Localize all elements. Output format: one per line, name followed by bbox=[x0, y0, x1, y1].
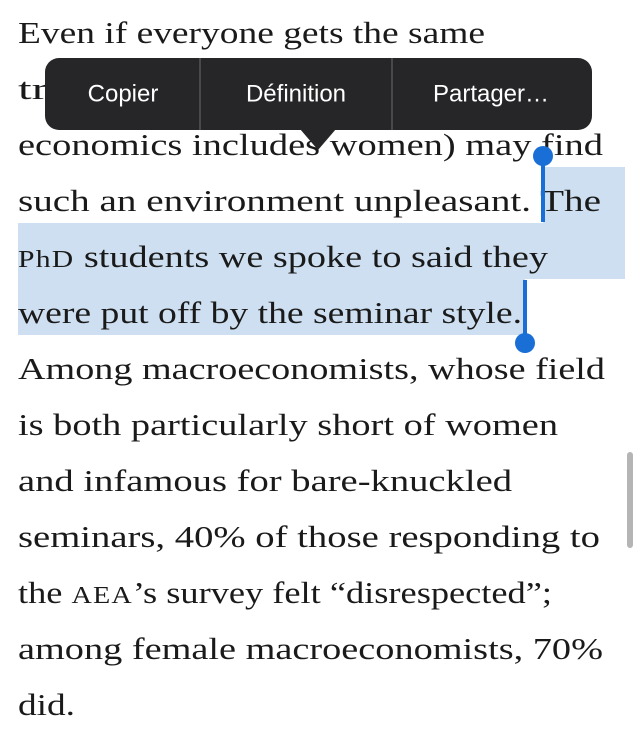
text-line: the AEA’s survey felt “disrespected”; bbox=[18, 575, 552, 610]
text-selection bbox=[18, 167, 625, 335]
text-line: seminars, 40% of those responding to bbox=[18, 519, 600, 554]
selection-start-bar[interactable] bbox=[541, 160, 545, 222]
selection-highlight bbox=[18, 223, 625, 279]
text-line: among female macroeconomists, 70% bbox=[18, 631, 603, 666]
text-line: did. bbox=[18, 687, 75, 722]
text-run: ’s survey felt “disrespected”; bbox=[133, 575, 552, 610]
text-line: tr bbox=[18, 71, 49, 106]
text-run: and infamous for bare-knuckled bbox=[18, 463, 513, 498]
text-line: were put off by the seminar style. bbox=[18, 295, 522, 330]
small-caps-text: PhD bbox=[18, 247, 74, 273]
text-run: among female macroeconomists, 70% bbox=[18, 631, 603, 666]
menu-item[interactable]: Copier bbox=[88, 80, 159, 107]
text-line: Among macroeconomists, whose field bbox=[18, 351, 606, 386]
menu-item[interactable]: Définition bbox=[246, 80, 346, 107]
text-run: is both particularly short of women bbox=[18, 407, 559, 442]
article-text: Even if everyone gets the sametreconomic… bbox=[18, 15, 606, 722]
text-line: is both particularly short of women bbox=[18, 407, 559, 442]
context-menu: Copier Définition Partager… bbox=[45, 58, 592, 150]
text-run: did. bbox=[18, 687, 75, 722]
text-run: were put off by the seminar style. bbox=[18, 295, 522, 330]
text-run: tr bbox=[18, 71, 49, 106]
text-run: such an environment unpleasant. The bbox=[18, 183, 601, 218]
selection-highlight bbox=[18, 279, 525, 335]
text-run: Among macroeconomists, whose field bbox=[18, 351, 606, 386]
selection-handles[interactable] bbox=[515, 146, 553, 353]
small-caps-text: AEA bbox=[72, 583, 133, 609]
text-run: seminars, 40% of those responding to bbox=[18, 519, 600, 554]
selection-highlight bbox=[543, 167, 625, 223]
menu-pointer bbox=[300, 129, 336, 150]
text-line: Even if everyone gets the same bbox=[18, 15, 485, 50]
selection-start-handle[interactable] bbox=[533, 146, 553, 166]
selection-end-bar[interactable] bbox=[523, 280, 527, 340]
menu-background bbox=[45, 58, 592, 130]
text-run: students we spoke to said they bbox=[74, 239, 548, 274]
selection-end-handle[interactable] bbox=[515, 333, 535, 353]
scrollbar bbox=[627, 452, 633, 548]
text-line: such an environment unpleasant. The bbox=[18, 183, 601, 218]
menu-item[interactable]: Partager… bbox=[433, 80, 549, 107]
text-run: Even if everyone gets the same bbox=[18, 15, 485, 50]
text-line: PhD students we spoke to said they bbox=[18, 239, 549, 274]
text-line: and infamous for bare-knuckled bbox=[18, 463, 513, 498]
text-run: the bbox=[18, 575, 72, 610]
